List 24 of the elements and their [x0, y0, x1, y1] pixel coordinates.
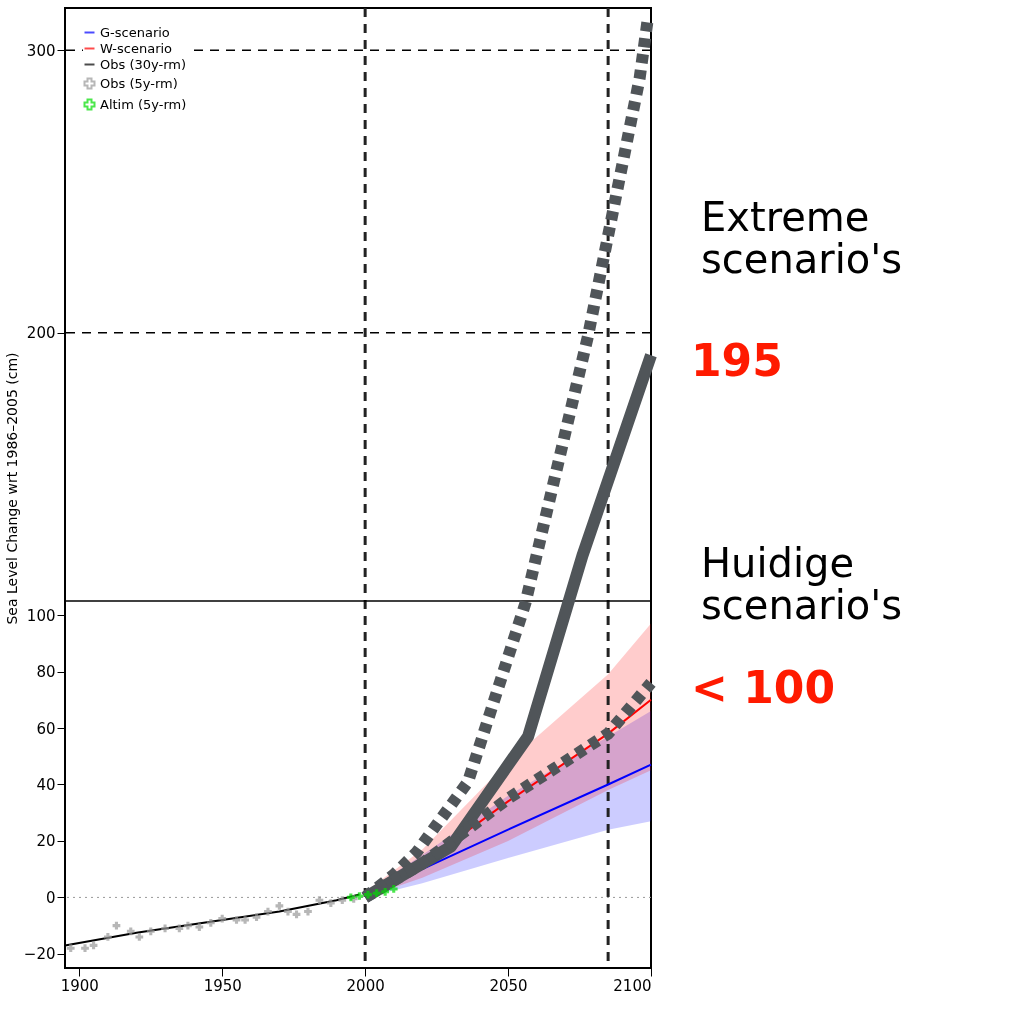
text: Extreme scenario's	[701, 194, 903, 283]
legend-label: Altim (5y-rm)	[100, 96, 187, 112]
text: < 100	[691, 661, 836, 713]
y-tick-label: 100	[26, 606, 56, 625]
x-tick-label: 2000	[346, 976, 385, 995]
legend-label: Obs (30y-rm)	[100, 56, 187, 72]
y-tick-label: 200	[26, 324, 56, 343]
x-tick-label: 2050	[489, 976, 528, 995]
legend-label: Obs (5y-rm)	[100, 75, 178, 91]
y-tick-label: 300	[26, 41, 56, 60]
y-tick-label: −20	[23, 945, 56, 964]
x-tick-label: 1900	[60, 976, 99, 995]
x-tick-label: 2100	[613, 976, 652, 995]
x-tick-label: 1950	[203, 976, 242, 995]
legend-label: W-scenario	[100, 40, 173, 56]
y-tick-label: 40	[36, 775, 56, 794]
y-tick-label: 0	[45, 888, 56, 907]
y-tick-label: 80	[36, 663, 56, 682]
legend-label: G-scenario	[100, 24, 170, 40]
text: 195	[691, 335, 783, 387]
y-axis-title: Sea Level Change wrt 1986–2005 (cm)	[3, 352, 20, 625]
text: Huidige scenario's	[701, 539, 903, 628]
y-tick-label: 60	[36, 719, 56, 738]
y-tick-label: 20	[36, 832, 56, 851]
